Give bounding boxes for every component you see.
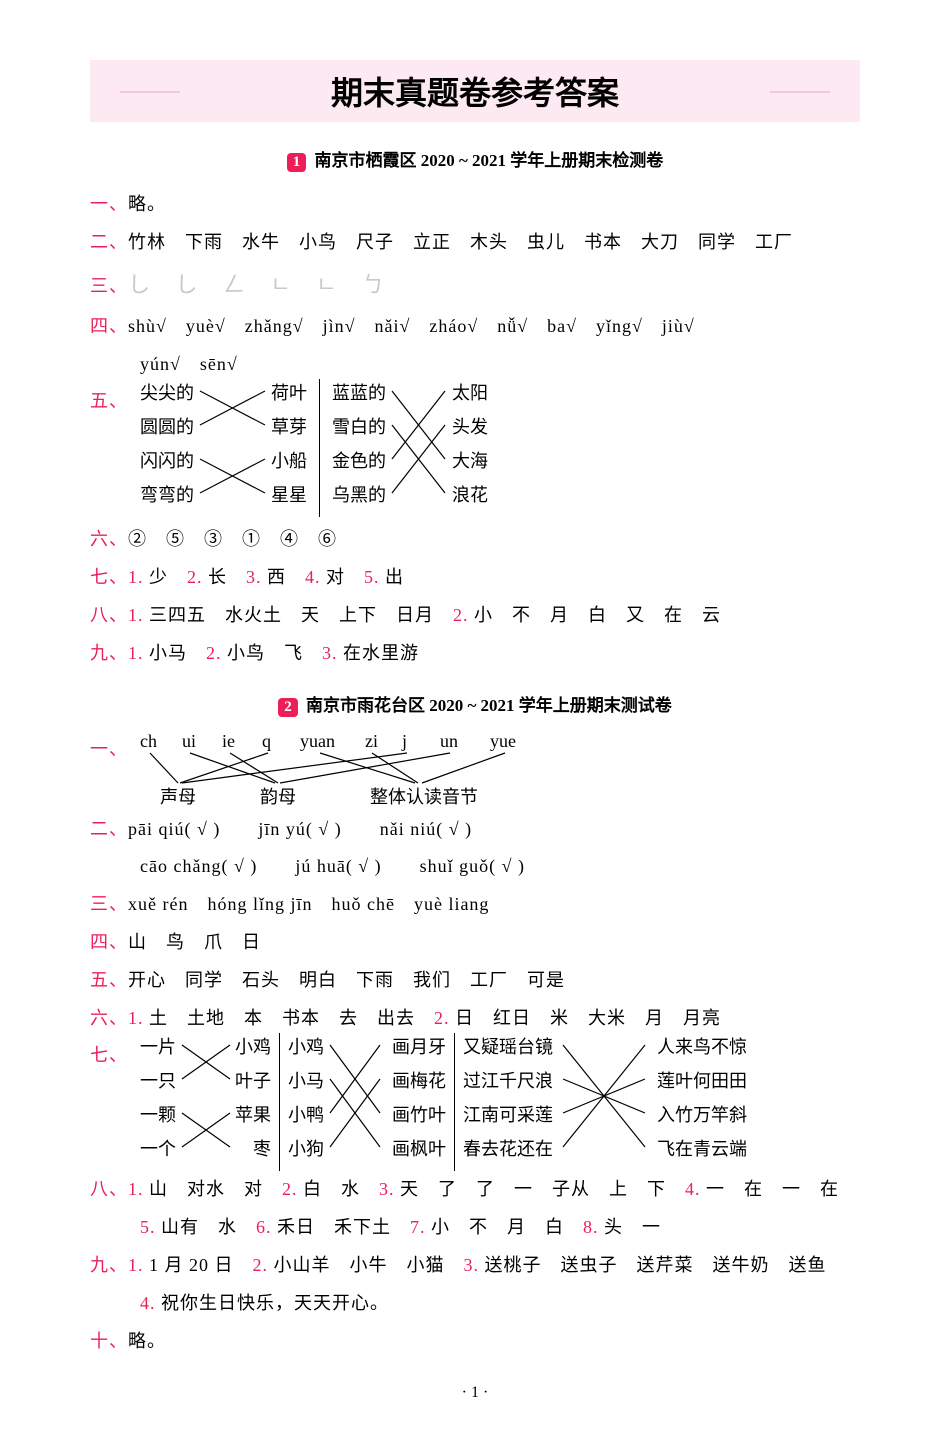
match-lines xyxy=(455,1033,755,1171)
t1-q5-g2: 蓝蓝的 雪白的 金色的 乌黑的 太阳 头发 大海 浪花 xyxy=(320,379,500,517)
page-number: · 1 · xyxy=(0,1384,950,1402)
t1-q1: 一、略。 xyxy=(90,186,860,224)
t1-q4: 四、shù√ yuè√ zhǎng√ jìn√ nǎi√ zháo√ nǚ√ b… xyxy=(90,308,860,346)
t2-q1-pinyin: ch ui ie q yuan zi j un yue 声母 韵母 整体认读音节 xyxy=(140,731,860,811)
t2-q2-l2: cāo chǎng( √ ) jú huā( √ ) shuǐ guǒ( √ ) xyxy=(90,848,860,886)
t2-q7-g3: 又疑瑶台镜 过江千尺浪 江南可采莲 春去花还在 人来鸟不惊 莲叶何田田 入竹万竿… xyxy=(455,1033,755,1171)
match-lines xyxy=(140,379,319,517)
test1-header: 1 南京市栖霞区 2020 ~ 2021 学年上册期末检测卷 xyxy=(90,146,860,172)
t2-q7-match: 一片 一只 一颗 一个 小鸡 叶子 苹果 枣 小鸡 小马 小鸭 小狗 画月牙 画… xyxy=(140,1033,860,1171)
t2-q10: 十、略。 xyxy=(90,1323,860,1361)
t1-q5-label: 五、 xyxy=(90,383,128,421)
t2-q2-l1: 二、pāi qiú( √ ) jīn yú( √ ) nǎi niú( √ ) xyxy=(90,811,860,849)
t2-q8-l1: 八、1. 山 对水 对 2. 白 水 3. 天 了 了 一 子从 上 下 4. … xyxy=(90,1171,860,1209)
t1-q2: 二、竹林 下雨 水牛 小鸟 尺子 立正 木头 虫儿 书本 大刀 同学 工厂 xyxy=(90,224,860,262)
test2-header: 2 南京市雨花台区 2020 ~ 2021 学年上册期末测试卷 xyxy=(90,691,860,717)
test1-badge: 1 xyxy=(287,153,307,172)
t1-q9: 九、1. 小马 2. 小鸟 飞 3. 在水里游 xyxy=(90,635,860,673)
t2-q9-l2: 4. 祝你生日快乐，天天开心。 xyxy=(90,1285,860,1323)
test2-badge: 2 xyxy=(278,698,298,717)
match-lines xyxy=(280,1033,454,1171)
t2-q4: 四、山 鸟 爪 日 xyxy=(90,924,860,962)
test2-title: 南京市雨花台区 2020 ~ 2021 学年上册期末测试卷 xyxy=(306,696,672,715)
t2-q7-g2: 小鸡 小马 小鸭 小狗 画月牙 画梅花 画竹叶 画枫叶 xyxy=(280,1033,455,1171)
t1-q7: 七、1. 少 2. 长 3. 西 4. 对 5. 出 xyxy=(90,559,860,597)
main-title-text: 期末真题卷参考答案 xyxy=(90,68,860,114)
t2-q7-g1: 一片 一只 一颗 一个 小鸡 叶子 苹果 枣 xyxy=(140,1033,280,1171)
t2-q9-l1: 九、1. 1 月 20 日 2. 小山羊 小牛 小猫 3. 送桃子 送虫子 送芹… xyxy=(90,1247,860,1285)
t1-q3: 三、し し ㄥ ㄴ ㄴ ㄅ xyxy=(90,262,860,308)
t2-q6: 六、1. 土 土地 本 书本 去 出去 2. 日 红日 米 大米 月 月亮 xyxy=(90,1000,860,1038)
t2-q8-l2: 5. 山有 水 6. 禾日 禾下土 7. 小 不 月 白 8. 头 一 xyxy=(90,1209,860,1247)
t1-q5-match: 尖尖的 圆圆的 闪闪的 弯弯的 荷叶 草芽 小船 星星 蓝蓝的 雪白的 金色的 … xyxy=(140,379,860,517)
t2-q1-label: 一、 xyxy=(90,731,128,769)
t1-q4-l2: yún√ sēn√ xyxy=(90,346,860,384)
pinyin-lines xyxy=(140,731,740,811)
t2-q7-label: 七、 xyxy=(90,1037,128,1075)
t1-q8: 八、1. 三四五 水火土 天 上下 日月 2. 小 不 月 白 又 在 云 xyxy=(90,597,860,635)
match-lines xyxy=(320,379,500,517)
match-lines xyxy=(140,1033,279,1171)
t1-q5-g1: 尖尖的 圆圆的 闪闪的 弯弯的 荷叶 草芽 小船 星星 xyxy=(140,379,320,517)
test1-title: 南京市栖霞区 2020 ~ 2021 学年上册期末检测卷 xyxy=(314,151,663,170)
t2-q5: 五、开心 同学 石头 明白 下雨 我们 工厂 可是 xyxy=(90,962,860,1000)
t1-q6: 六、② ⑤ ③ ① ④ ⑥ xyxy=(90,521,860,559)
t2-q3: 三、xuě rén hóng lǐng jīn huǒ chē yuè lian… xyxy=(90,886,860,924)
main-title-banner: 期末真题卷参考答案 xyxy=(90,60,860,122)
